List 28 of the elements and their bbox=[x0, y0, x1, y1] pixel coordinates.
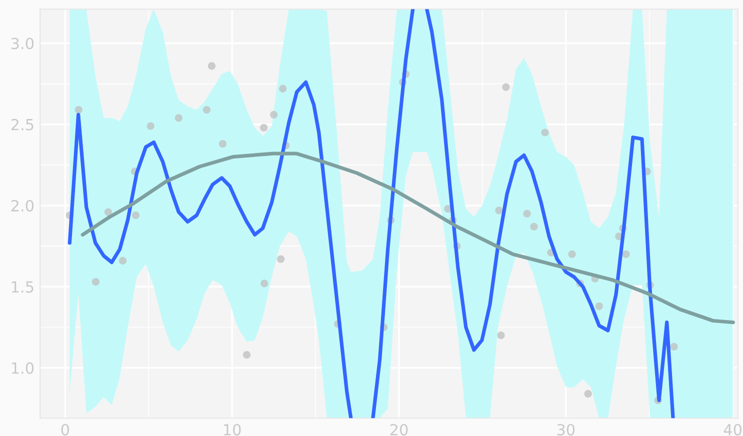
point bbox=[502, 83, 510, 91]
point bbox=[208, 62, 216, 70]
point bbox=[279, 84, 287, 92]
point bbox=[104, 208, 112, 216]
point bbox=[270, 110, 278, 118]
point bbox=[260, 280, 268, 288]
point bbox=[218, 140, 227, 148]
point bbox=[497, 332, 505, 340]
point bbox=[523, 210, 531, 218]
point bbox=[530, 222, 538, 230]
point bbox=[74, 106, 82, 114]
point bbox=[595, 302, 603, 310]
point bbox=[132, 211, 140, 220]
point bbox=[670, 342, 678, 351]
point bbox=[118, 256, 127, 265]
point bbox=[260, 124, 268, 132]
point bbox=[92, 278, 100, 286]
line-series bbox=[80, 152, 735, 324]
point bbox=[568, 250, 576, 258]
point bbox=[277, 255, 285, 263]
point bbox=[202, 106, 210, 114]
point bbox=[174, 114, 182, 122]
point bbox=[242, 351, 251, 359]
point bbox=[622, 250, 630, 258]
point bbox=[541, 128, 549, 136]
point bbox=[146, 122, 154, 130]
point bbox=[495, 206, 503, 214]
point bbox=[584, 390, 592, 398]
